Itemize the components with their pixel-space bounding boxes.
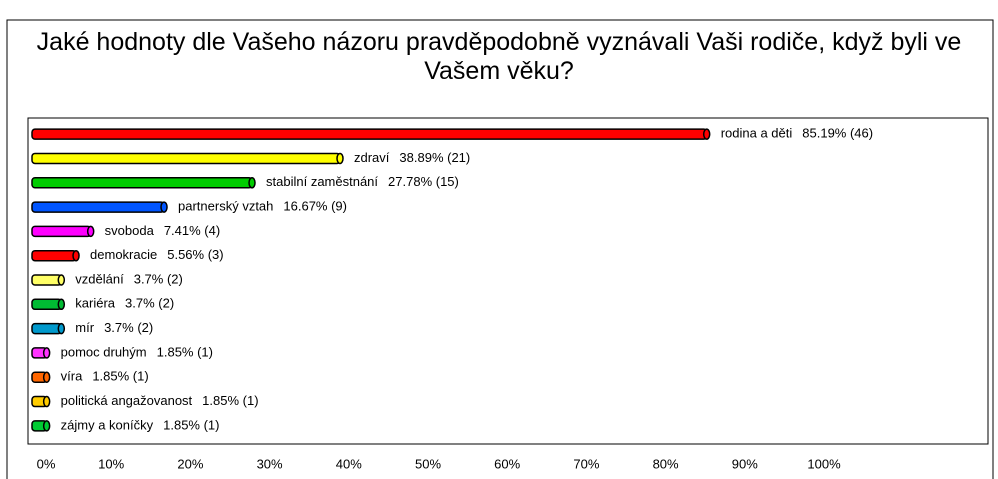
x-tick-label: 100% <box>807 456 841 471</box>
value-label: 85.19% (46) <box>802 126 873 141</box>
bar-cap <box>86 225 95 238</box>
value-label: 1.85% (1) <box>92 369 148 384</box>
value-label: 1.85% (1) <box>163 417 219 432</box>
category-label: zdraví <box>354 150 390 165</box>
value-label: 7.41% (4) <box>164 223 220 238</box>
x-tick-label: 40% <box>336 456 362 471</box>
bar-cap <box>42 420 51 432</box>
bar <box>31 274 63 286</box>
category-label: partnerský vztah <box>178 199 273 214</box>
category-label: kariéra <box>75 296 116 311</box>
x-tick-label: 30% <box>257 456 283 471</box>
value-label: 16.67% (9) <box>283 199 347 214</box>
bar-cap <box>248 177 256 189</box>
x-tick-label: 60% <box>494 456 520 471</box>
x-tick-label: 90% <box>732 456 758 471</box>
x-tick-label: 20% <box>177 456 203 471</box>
category-label: demokracie <box>90 247 157 262</box>
category-label: pomoc druhým <box>61 344 147 359</box>
category-label: svoboda <box>105 223 155 238</box>
value-label: 3.7% (2) <box>104 320 153 335</box>
bar <box>31 322 63 335</box>
plot-area <box>27 117 989 445</box>
x-tick-label: 0% <box>37 456 56 471</box>
x-tick-label: 50% <box>415 456 441 471</box>
bar-cap <box>57 298 66 311</box>
bar-cap <box>42 395 51 408</box>
bar-cap <box>160 201 168 213</box>
category-label: rodina a děti <box>721 126 793 141</box>
category-label: víra <box>61 369 83 384</box>
x-tick-label: 80% <box>653 456 679 471</box>
bar-cap <box>42 371 51 383</box>
category-label: vzdělání <box>75 271 124 286</box>
bar <box>31 225 92 238</box>
frame <box>6 19 994 479</box>
bar-cap <box>72 249 80 262</box>
x-tick-label: 70% <box>573 456 599 471</box>
bar <box>31 177 253 189</box>
category-label: zájmy a koníčky <box>61 417 154 432</box>
x-tick-label: 10% <box>98 456 124 471</box>
bar-cap <box>57 274 66 286</box>
value-label: 3.7% (2) <box>134 271 183 286</box>
category-label: politická angažovanost <box>61 393 193 408</box>
bar-cap <box>702 128 711 140</box>
bar <box>31 128 708 140</box>
category-label: mír <box>75 320 94 335</box>
value-label: 1.85% (1) <box>202 393 258 408</box>
bar-cap <box>42 347 51 359</box>
category-label: stabilní zaměstnání <box>266 174 378 189</box>
bar-cap <box>57 322 66 335</box>
bar <box>31 201 165 213</box>
bar <box>31 298 63 311</box>
value-label: 27.78% (15) <box>388 174 459 189</box>
value-label: 1.85% (1) <box>157 344 213 359</box>
chart-title: Jaké hodnoty dle Vašeho názoru pravděpod… <box>36 28 962 85</box>
value-label: 38.89% (21) <box>399 150 470 165</box>
bar <box>31 152 341 165</box>
bar-cap <box>336 152 344 165</box>
value-label: 3.7% (2) <box>125 296 174 311</box>
value-label: 5.56% (3) <box>167 247 223 262</box>
bar <box>31 249 77 262</box>
